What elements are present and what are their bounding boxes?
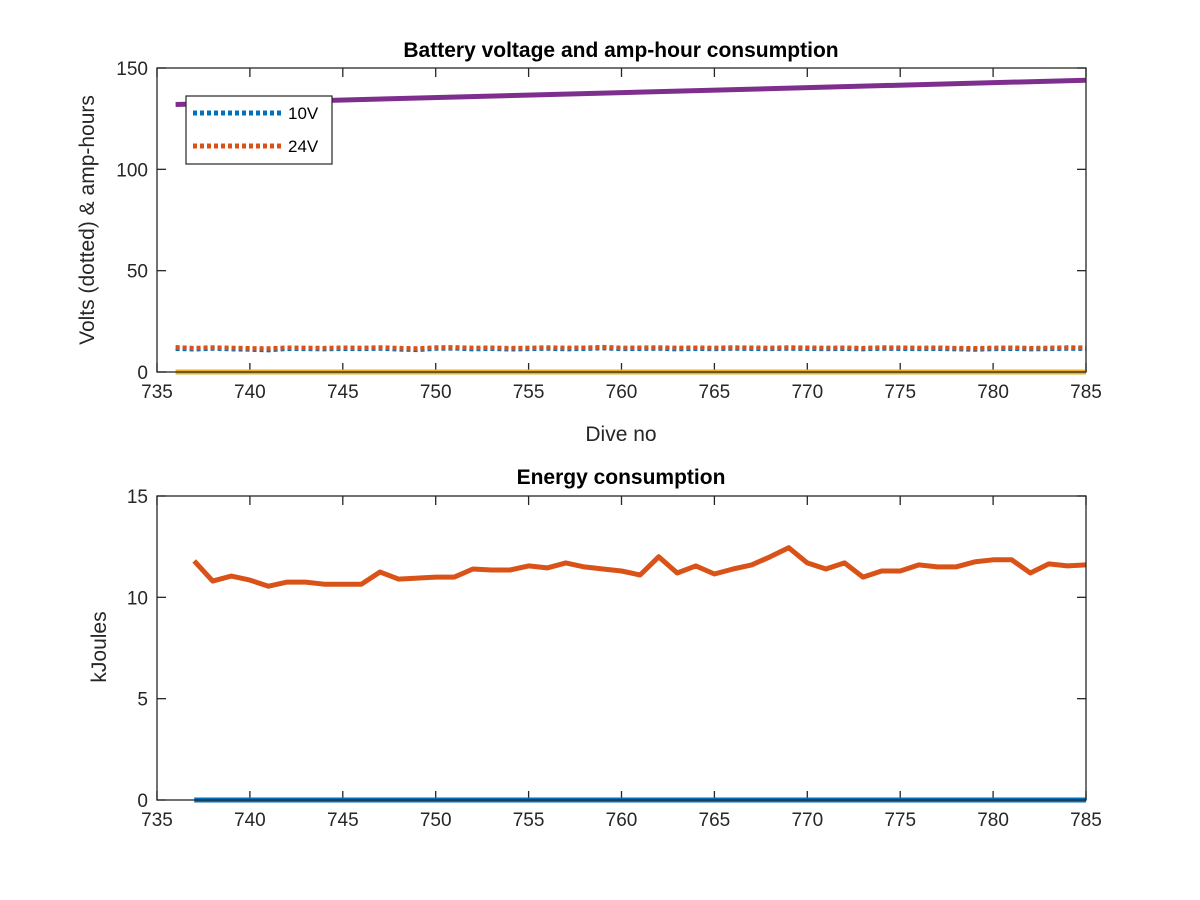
voltage-xtick-label: 785	[1070, 382, 1102, 403]
energy-chart-ticks: 735 740 745 750 755 760 765 770 775 780 785 0 5 10 15	[127, 487, 1102, 831]
energy-chart-frame	[156, 495, 1087, 801]
energy-xtick-label: 765	[699, 810, 731, 831]
energy-ytick-label: 5	[137, 690, 148, 711]
voltage-xtick-label: 760	[606, 382, 638, 403]
voltage-xtick-label: 780	[977, 382, 1009, 403]
voltage-chart-legend: 10V 24V	[185, 95, 333, 165]
energy-xtick-label: 760	[606, 810, 638, 831]
voltage-xtick-label: 745	[327, 382, 359, 403]
legend-label-10v: 10V	[288, 104, 319, 123]
voltage-series-line-1	[175, 344, 1087, 351]
energy-xtick-label: 755	[513, 810, 545, 831]
voltage-chart-xlabel: Dive no	[585, 423, 656, 446]
energy-ytick-label: 0	[137, 791, 148, 812]
energy-xtick-label: 745	[327, 810, 359, 831]
voltage-xtick-label: 750	[420, 382, 452, 403]
energy-chart-title: Energy consumption	[517, 466, 726, 489]
voltage-xtick-label: 735	[141, 382, 173, 403]
energy-xtick-label: 740	[234, 810, 266, 831]
voltage-ytick-label: 50	[127, 262, 148, 283]
voltage-xtick-label: 755	[513, 382, 545, 403]
voltage-xtick-label: 770	[791, 382, 823, 403]
energy-chart-ylabel: kJoules	[88, 611, 111, 682]
voltage-xtick-label: 740	[234, 382, 266, 403]
energy-xtick-label: 750	[420, 810, 452, 831]
voltage-chart-ylabel: Volts (dotted) & amp-hours	[76, 95, 99, 345]
voltage-xtick-label: 765	[699, 382, 731, 403]
energy-xtick-label: 785	[1070, 810, 1102, 831]
voltage-chart-frame	[156, 67, 1087, 373]
voltage-ytick-label: 100	[116, 160, 148, 181]
energy-ytick-label: 15	[127, 487, 148, 508]
energy-xtick-label: 780	[977, 810, 1009, 831]
voltage-ytick-label: 150	[116, 59, 148, 80]
voltage-xtick-label: 775	[884, 382, 916, 403]
energy-ytick-label: 10	[127, 588, 148, 609]
energy-xtick-label: 775	[884, 810, 916, 831]
voltage-chart-title: Battery voltage and amp-hour consumption	[403, 39, 838, 62]
energy-axes: Energy consumption kJoules 735 740 745 750 7…	[88, 466, 1102, 831]
energy-series-line-1	[192, 545, 1087, 589]
voltage-ytick-label: 0	[137, 363, 148, 384]
energy-xtick-label: 770	[791, 810, 823, 831]
voltage-chart-ticks: 735 740 745 750 755 760 765 770 775 780 785 0 50 100 1…	[116, 59, 1102, 403]
voltage-amphour-axes: Battery voltage and amp-hour consumption…	[76, 39, 1102, 446]
legend-label-24v: 24V	[288, 137, 319, 156]
energy-xtick-label: 735	[141, 810, 173, 831]
legend-box	[185, 95, 333, 165]
